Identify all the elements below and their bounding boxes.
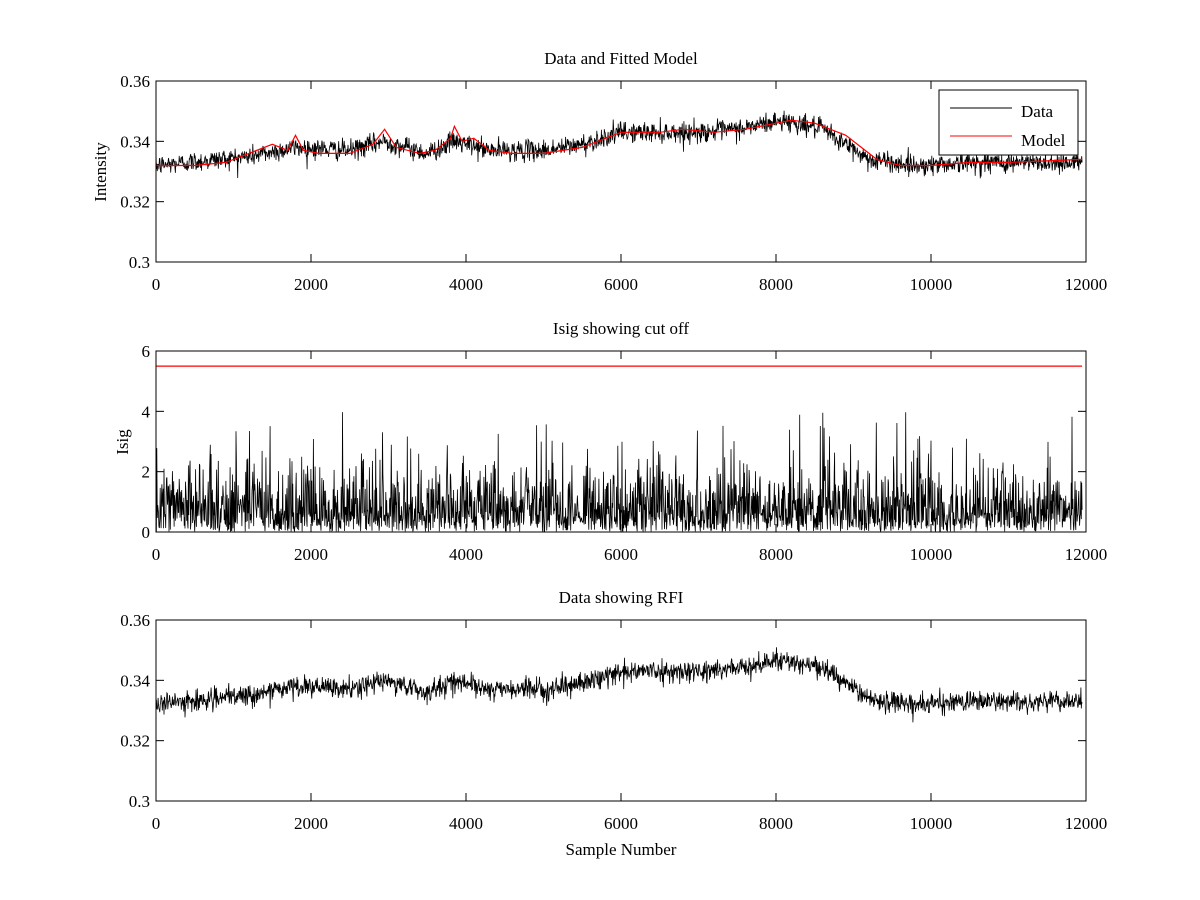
y-tick-label: 0.34 [120,671,150,690]
panel-title: Data and Fitted Model [544,49,698,68]
x-tick-label: 0 [152,814,161,833]
y-tick-label: 0 [142,523,151,542]
x-axis-label: Sample Number [566,840,677,859]
x-tick-label: 10000 [910,545,953,564]
x-tick-label: 0 [152,275,161,294]
y-tick-label: 0.32 [120,732,150,751]
y-tick-label: 2 [142,463,151,482]
panel-isig: Isig showing cut off Isig 0 2000 4000 6000 8… [113,319,1107,564]
legend: Data Model [938,89,1079,156]
x-tick-label: 4000 [449,545,483,564]
x-tick-label: 2000 [294,814,328,833]
ticks-layer: 0 2000 4000 6000 8000 10000 12000 0.3 0.32 0.34 0.… [120,72,1107,294]
series-layer [155,110,1083,179]
x-tick-label: 2000 [294,275,328,294]
data-series-line [155,110,1083,179]
data-series-line [155,647,1083,723]
y-tick-label: 0.32 [120,193,150,212]
x-tick-label: 6000 [604,814,638,833]
y-tick-label: 0.3 [129,792,150,811]
x-tick-label: 6000 [604,275,638,294]
panel-title: Data showing RFI [559,588,684,607]
y-tick-label: 0.3 [129,253,150,272]
x-tick-label: 12000 [1065,814,1108,833]
panel-data-rfi: Data showing RFI 0 2000 4000 6000 8000 10000 1… [120,588,1107,859]
x-tick-label: 12000 [1065,545,1108,564]
y-tick-label: 0.34 [120,132,150,151]
y-axis-label: Isig [113,429,132,455]
ticks-layer: 0 2000 4000 6000 8000 10000 12000 0 2 4 6 [142,342,1108,564]
y-axis-label: Intensity [91,142,110,202]
series-layer [155,647,1083,723]
x-tick-label: 12000 [1065,275,1108,294]
series-layer [155,365,1083,533]
x-tick-label: 8000 [759,814,793,833]
x-tick-label: 0 [152,545,161,564]
x-tick-label: 8000 [759,275,793,294]
legend-label-model: Model [1021,131,1066,150]
x-tick-label: 4000 [449,814,483,833]
y-tick-label: 0.36 [120,72,150,91]
x-tick-label: 4000 [449,275,483,294]
x-tick-label: 10000 [910,814,953,833]
y-tick-label: 0.36 [120,611,150,630]
data-series-line [155,412,1083,533]
panel-title: Isig showing cut off [553,319,689,338]
panel-data-and-model: Data and Fitted Model Intensity 0 2000 400… [91,49,1107,294]
ticks-layer: 0 2000 4000 6000 8000 10000 12000 0.3 0.32 0.34 0.… [120,611,1107,833]
x-tick-label: 6000 [604,545,638,564]
legend-box [938,89,1079,156]
legend-label-data: Data [1021,102,1054,121]
model-series-line [156,119,1083,167]
y-tick-label: 6 [142,342,151,361]
x-tick-label: 10000 [910,275,953,294]
x-tick-label: 8000 [759,545,793,564]
y-tick-label: 4 [142,402,151,421]
x-tick-label: 2000 [294,545,328,564]
